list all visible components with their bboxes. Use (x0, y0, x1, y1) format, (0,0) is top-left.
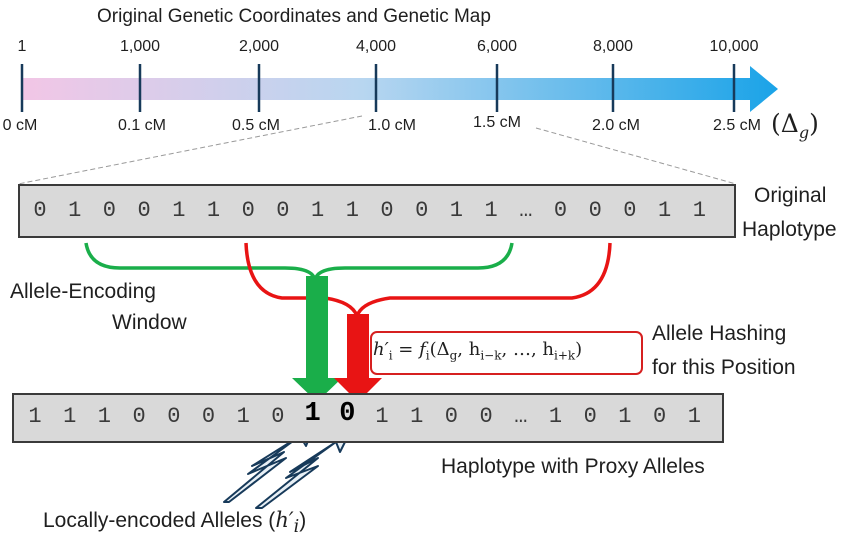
allele-bit: 0 (241, 198, 255, 223)
allele-bit: 1 (206, 198, 221, 223)
formula-args-open: (Δ (429, 339, 450, 360)
allele-bit: 0 (137, 198, 151, 223)
allele-encoding-window-bracket (84, 242, 514, 283)
allele-bit: 0 (583, 404, 597, 429)
allele-bit: 0 (588, 198, 602, 223)
formula-eq: = (392, 339, 420, 360)
cm-tick-label: 0.5 cM (231, 117, 281, 134)
hash-formula-box (370, 331, 643, 375)
allele-bit: 1 (310, 198, 325, 223)
local-label-sym: h′ (275, 508, 294, 532)
allele-bit: 1 (345, 198, 359, 223)
cm-tick-label: 1.5 cM (472, 114, 522, 131)
formula-close: ) (575, 339, 583, 360)
zoom-line-right (535, 127, 737, 185)
delta-close: ) (809, 109, 819, 138)
allele-hashing-label-line2: for this Position (652, 356, 796, 379)
allele-bit: 1 (657, 198, 672, 223)
allele-bit: 1 (410, 404, 424, 429)
allele-bit: 0 (444, 404, 458, 429)
allele-bit: 0 (276, 198, 290, 223)
proxy-haplotype-box (12, 393, 724, 443)
proxy-haplotype-label: Haplotype with Proxy Alleles (441, 455, 705, 478)
allele-bit: 0 (553, 198, 568, 223)
cm-tick-label: 1.0 cM (367, 117, 417, 134)
allele-bit: 1 (484, 198, 498, 223)
coordinate-tick-label: 6,000 (476, 38, 518, 55)
coordinate-tick-label: 8,000 (592, 38, 634, 55)
local-label-sym-sub: i (293, 517, 300, 538)
genetic-map-arrow (22, 66, 778, 112)
figure-title: Original Genetic Coordinates and Genetic… (97, 6, 491, 27)
allele-hashing-bracket (244, 242, 612, 322)
formula-fn: f (419, 339, 426, 360)
allele-bit: 1 (28, 404, 42, 429)
formula-lhs-sub: i (388, 348, 393, 363)
red-down-arrow (334, 314, 382, 402)
allele-bit: 1 (692, 198, 706, 223)
local-label-text: Locally-encoded Alleles ( (43, 509, 276, 532)
bit-ellipsis: … (519, 198, 533, 223)
allele-hashing-label-line1: Allele Hashing (652, 322, 787, 345)
formula-h1-sub: i−k (480, 348, 502, 363)
allele-bit: 0 (652, 404, 667, 429)
allele-bit: 0 (623, 198, 637, 223)
coordinate-tick-label: 1,000 (119, 38, 161, 55)
allele-encoding-window-label-line2: Window (112, 311, 187, 334)
formula-h1: , h (457, 339, 481, 360)
green-down-arrow (292, 276, 342, 402)
allele-bit: 0 (415, 198, 429, 223)
bit-ellipsis: … (514, 404, 528, 429)
allele-bit: 0 (380, 198, 394, 223)
allele-encoding-window-label-line1: Allele-Encoding (10, 280, 156, 303)
allele-bit: 0 (132, 404, 146, 429)
allele-bit: 0 (271, 404, 285, 429)
local-label-close: ) (299, 509, 307, 532)
formula-fn-sub: i (425, 348, 430, 363)
formula-lhs: h′ (373, 339, 389, 360)
delta-sub: g (798, 123, 810, 142)
map-tick-marks (20, 64, 736, 112)
allele-bit: 0 (201, 404, 216, 429)
formula-h2-sub: i+k (554, 348, 576, 363)
allele-bit: 1 (236, 404, 250, 429)
cm-tick-label: 2.0 cM (591, 117, 641, 134)
allele-bit: 0 (479, 404, 493, 429)
allele-bit: 1 (449, 198, 463, 223)
allele-bit: 1 (68, 198, 82, 223)
delta-symbol: (Δ (771, 109, 799, 138)
cm-tick-label: 0.1 cM (117, 117, 167, 134)
cm-tick-label: 2.5 cM (712, 117, 762, 134)
allele-bit: 0 (339, 399, 356, 429)
original-haplotype-box (18, 184, 736, 238)
formula-delta-sub: g (449, 348, 458, 363)
allele-bit: 1 (63, 404, 77, 429)
coordinate-tick-label: 4,000 (355, 38, 397, 55)
allele-bit: 1 (618, 404, 632, 429)
allele-bit: 0 (102, 198, 116, 223)
allele-bit: 0 (33, 198, 47, 223)
coordinate-tick-label: 10,000 (709, 38, 759, 55)
allele-bit: 1 (687, 404, 701, 429)
allele-bit: 1 (97, 404, 111, 429)
cm-tick-label: 0 cM (2, 117, 38, 134)
allele-bit: 1 (375, 404, 389, 429)
original-haplotype-label-line1: Original (754, 184, 827, 207)
coordinate-tick-label: 1 (17, 38, 27, 55)
allele-bit: 0 (167, 404, 181, 429)
delta-g-label: (Δg) (771, 109, 819, 142)
formula-mid: , …, h (501, 339, 554, 360)
original-haplotype-label-line2: Haplotype (742, 218, 837, 241)
zoom-line-left (17, 115, 363, 185)
hash-formula: h′i = fi(Δg, hi−k, …, hi+k) (373, 339, 582, 363)
locally-encoded-alleles-label: Locally-encoded Alleles (h′i) (43, 508, 306, 537)
coordinate-tick-label: 2,000 (238, 38, 280, 55)
allele-bit: 1 (172, 198, 186, 223)
allele-bit: 1 (548, 404, 563, 429)
allele-bit: 1 (304, 399, 321, 429)
